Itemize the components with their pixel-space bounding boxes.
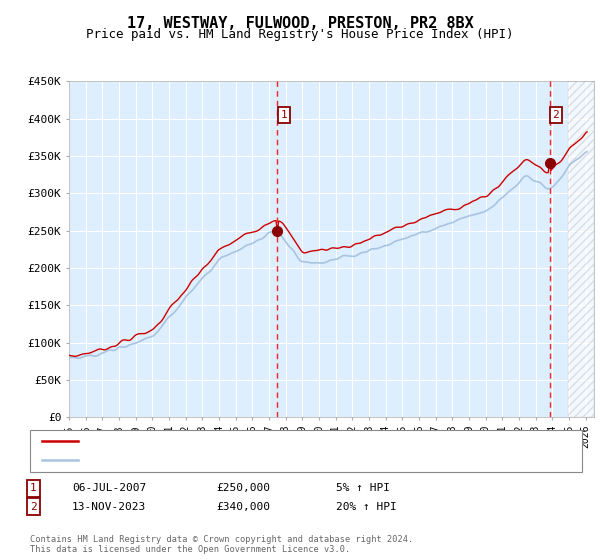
Text: 06-JUL-2007: 06-JUL-2007 <box>72 483 146 493</box>
Text: 5% ↑ HPI: 5% ↑ HPI <box>336 483 390 493</box>
Text: 20% ↑ HPI: 20% ↑ HPI <box>336 502 397 512</box>
Text: 1: 1 <box>280 110 287 120</box>
Text: 17, WESTWAY, FULWOOD, PRESTON, PR2 8BX (detached house): 17, WESTWAY, FULWOOD, PRESTON, PR2 8BX (… <box>84 436 455 446</box>
Text: 13-NOV-2023: 13-NOV-2023 <box>72 502 146 512</box>
Text: Contains HM Land Registry data © Crown copyright and database right 2024.
This d: Contains HM Land Registry data © Crown c… <box>30 535 413 554</box>
Text: £340,000: £340,000 <box>216 502 270 512</box>
Text: 17, WESTWAY, FULWOOD, PRESTON, PR2 8BX: 17, WESTWAY, FULWOOD, PRESTON, PR2 8BX <box>127 16 473 31</box>
Text: 2: 2 <box>553 110 559 120</box>
Text: Price paid vs. HM Land Registry's House Price Index (HPI): Price paid vs. HM Land Registry's House … <box>86 28 514 41</box>
Text: 2: 2 <box>30 502 37 512</box>
Text: HPI: Average price, detached house, Preston: HPI: Average price, detached house, Pres… <box>84 455 374 465</box>
Text: 1: 1 <box>30 483 37 493</box>
Text: £250,000: £250,000 <box>216 483 270 493</box>
